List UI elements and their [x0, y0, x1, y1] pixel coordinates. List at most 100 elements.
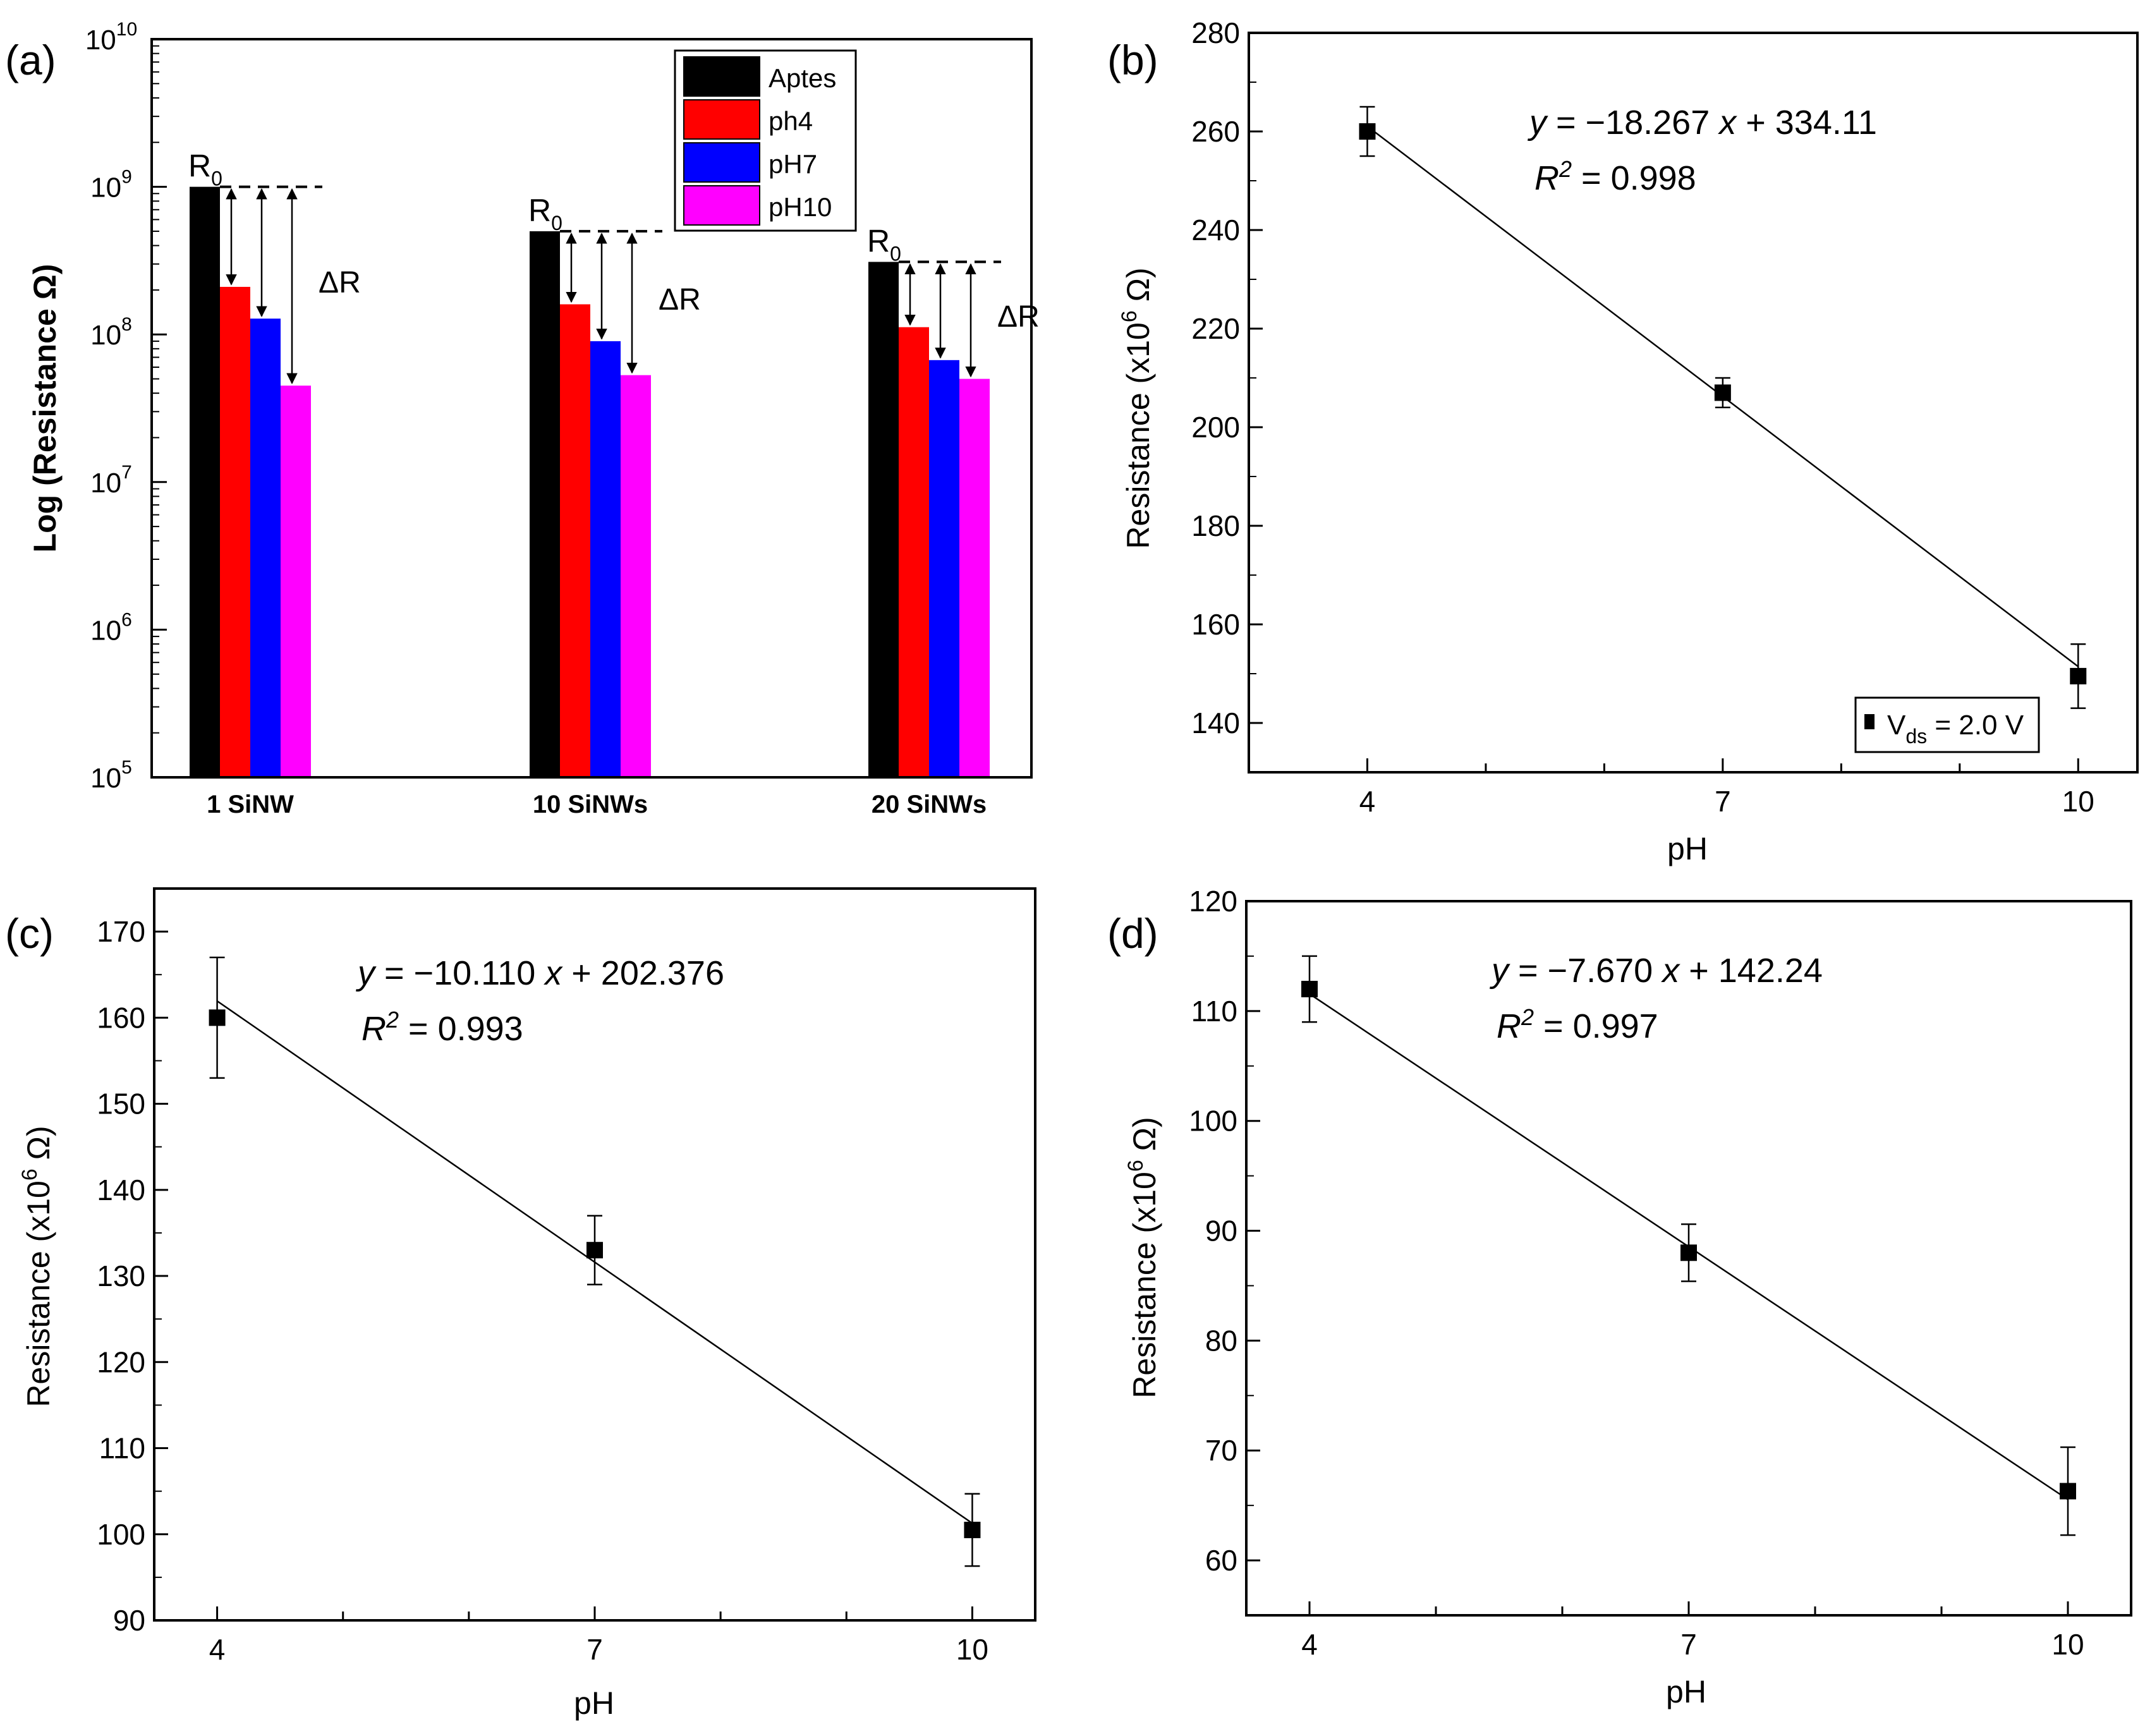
panel-d-r-exp: 2: [1521, 1004, 1534, 1030]
panel-b-y-tick-label-260: 260: [1191, 115, 1240, 148]
bar-aptes-3: [868, 262, 899, 777]
panel-b-data-point-10: [2070, 667, 2087, 684]
panel-d-y-tick-label-100: 100: [1189, 1105, 1237, 1138]
panel-b-y-axis-title: Resistance (x106 Ω): [1117, 267, 1156, 549]
category-label-2: 10 SiNWs: [533, 791, 648, 818]
panel-c-y-title-exp: 6: [18, 1168, 42, 1181]
bar-ph4-1: [220, 286, 250, 777]
panel-d-y-tick-label-90: 90: [1205, 1215, 1237, 1247]
panel-d-data-point-7: [1680, 1244, 1697, 1261]
panel-b-scatter-chart: (b) 140 160 180 200 220 240 260 280 4 7 10 Resista…: [1107, 16, 2139, 866]
panel-d-data-point-10: [2060, 1483, 2076, 1500]
bar-aptes-1: [190, 186, 220, 778]
panel-d-eq-mid: = −7.670: [1509, 952, 1662, 990]
panel-c-r-val: = 0.993: [399, 1010, 523, 1048]
panel-d-y-title-unit: Ω): [1127, 1117, 1162, 1160]
r0-label-2: R0: [528, 193, 562, 234]
bar-ph7-3: [929, 360, 959, 777]
panel-b-x-tick-label-10: 10: [2062, 785, 2094, 818]
panel-b-eq-tail: + 334.11: [1736, 104, 1877, 142]
panel-b-label: (b): [1107, 37, 1158, 83]
panel-a-y-tick-label-5: 1010: [85, 19, 137, 56]
panel-c-scatter-chart: (c) 90 100 110 120 130 140 150 160 170 4 7 10 Resis…: [5, 887, 1036, 1721]
panel-d-r-val: = 0.997: [1534, 1007, 1658, 1045]
panel-a-y-tick-label-1: 106: [90, 609, 132, 646]
panel-c-y-tick-label-110: 110: [99, 1432, 145, 1465]
panel-d-plot-layer: 60 70 80 90 100 110 120 4 7 10: [1189, 885, 2084, 1661]
panel-a-label: (a): [5, 37, 56, 83]
panel-d-y-tick-label-70: 70: [1205, 1434, 1237, 1467]
panel-d-y-title-main: Resistance (x10: [1127, 1172, 1162, 1399]
panel-c-eq-x: x: [543, 954, 563, 992]
panel-d-r: R: [1497, 1007, 1521, 1045]
panel-b-x-tick-label-4: 4: [1359, 785, 1376, 818]
panel-c-eq-y: y: [355, 954, 377, 992]
bar-ph4-2: [560, 304, 590, 777]
panel-c-eq-mid: = −10.110: [375, 954, 545, 992]
panel-d-scatter-chart: (d) 60 70 80 90 100 110 120 4 7 10 Resistance (x1…: [1107, 885, 2132, 1709]
panel-c-plot-frame: [153, 887, 1036, 1622]
panel-d-eq-x: x: [1660, 952, 1680, 990]
legend-swatch-aptes: [683, 56, 760, 97]
panel-d-x-axis-title: pH: [1666, 1674, 1706, 1709]
panel-c-y-tick-label-140: 140: [97, 1174, 145, 1206]
panel-c-fit-equation: y = −10.110 x + 202.376: [355, 954, 724, 992]
bar-ph7-1: [250, 319, 281, 777]
legend-swatch-ph10: [683, 185, 760, 226]
panel-b-y-tick-label-200: 200: [1191, 411, 1240, 444]
panel-c-y-title-main: Resistance (x10: [21, 1181, 56, 1407]
delta-r-label-3: ΔR: [997, 300, 1040, 334]
panel-c-eq-tail: + 202.376: [562, 954, 724, 992]
panel-b-legend-sub: ds: [1905, 725, 1927, 748]
panel-a-legend: Aptes ph4 pH7 pH10: [674, 49, 857, 232]
panel-b-fit-equation: y = −18.267 x + 334.11: [1527, 104, 1877, 142]
panel-d-eq-y: y: [1489, 952, 1510, 990]
r0-label-3: R0: [867, 223, 901, 265]
panel-d-plot-frame: [1245, 900, 2132, 1617]
bar-ph10-1: [281, 385, 311, 777]
legend-label-ph4: ph4: [769, 106, 813, 136]
panel-b-legend-rest: = 2.0 V: [1927, 710, 2024, 741]
legend-swatch-ph7: [683, 142, 760, 183]
panel-b-plot-frame: [1248, 32, 2139, 774]
panel-b-eq-x: x: [1717, 104, 1737, 142]
panel-d-y-tick-label-110: 110: [1191, 995, 1237, 1028]
panel-d-r-squared: R2 = 0.997: [1497, 1004, 1658, 1045]
legend-label-ph10: pH10: [769, 192, 832, 222]
panel-c-y-tick-label-100: 100: [97, 1518, 145, 1551]
panel-a-plot-frame: [150, 38, 1033, 779]
panel-c-r: R: [362, 1010, 386, 1048]
bar-ph4-3: [899, 327, 929, 777]
panel-b-eq-y: y: [1527, 104, 1548, 142]
panel-d-x-tick-label-7: 7: [1680, 1628, 1697, 1661]
category-label-3: 20 SiNWs: [872, 791, 987, 818]
panel-c-label: (c): [5, 910, 54, 957]
panel-c-y-tick-label-150: 150: [97, 1088, 145, 1120]
panel-b-y-tick-label-280: 280: [1191, 16, 1240, 49]
bar-ph10-3: [959, 379, 990, 777]
panel-b-x-axis-title: pH: [1667, 831, 1708, 866]
panel-c-y-tick-label-160: 160: [97, 1001, 145, 1034]
panel-c-x-tick-label-7: 7: [586, 1633, 603, 1666]
bar-ph10-2: [621, 375, 651, 777]
panel-c-r-squared: R2 = 0.993: [362, 1007, 523, 1048]
r0-label-1: R0: [188, 149, 222, 190]
bar-aptes-2: [530, 231, 560, 777]
panel-a-y-tick-label-3: 108: [90, 314, 132, 351]
panel-d-eq-tail: + 142.24: [1679, 952, 1823, 990]
panel-b-y-title-exp: 6: [1117, 310, 1141, 322]
panel-d-x-tick-label-4: 4: [1301, 1628, 1318, 1661]
panel-a-y-ticks: 105 106 107 108 109 1010: [85, 19, 167, 794]
panel-b-y-tick-label-240: 240: [1191, 214, 1240, 246]
panel-c-data-point-7: [586, 1242, 603, 1259]
delta-r-label-2: ΔR: [659, 283, 701, 317]
panel-b-r-squared: R2 = 0.998: [1534, 156, 1696, 197]
panel-d-data-point-4: [1301, 981, 1318, 998]
panel-b-data-point-7: [1714, 384, 1731, 401]
panel-a-y-tick-label-4: 109: [90, 167, 132, 203]
panel-c-y-title-unit: Ω): [21, 1126, 56, 1168]
panel-c-y-tick-label-120: 120: [97, 1345, 145, 1378]
panel-d-y-title-exp: 6: [1124, 1160, 1148, 1172]
panel-d-y-axis-title: Resistance (x106 Ω): [1124, 1117, 1162, 1398]
panel-b-y-tick-label-160: 160: [1191, 608, 1240, 641]
